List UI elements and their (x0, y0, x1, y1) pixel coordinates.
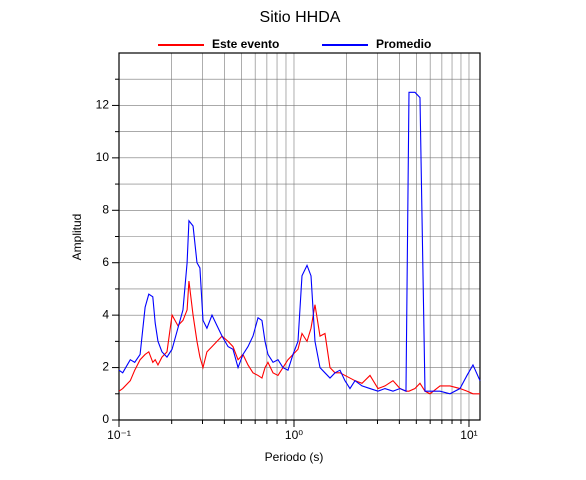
x-tick-label: 10⁰ (285, 428, 303, 442)
y-tick-label: 12 (96, 98, 110, 112)
x-axis-label: Periodo (s) (265, 450, 324, 464)
data-line (118, 91, 481, 395)
legend-label: Promedio (376, 37, 431, 51)
legend-label: Este evento (212, 37, 279, 51)
y-axis-label: Amplitud (70, 214, 84, 261)
x-tick-label: 10⁻¹ (107, 428, 131, 442)
y-tick-label: 6 (102, 255, 109, 269)
plot-frame (118, 52, 481, 421)
data-line (118, 280, 480, 395)
chart-title: Sitio HHDA (260, 9, 341, 26)
y-tick-label: 0 (102, 412, 109, 426)
y-tick-label: 4 (102, 307, 109, 321)
x-tick-label: 10¹ (460, 428, 477, 442)
y-tick-label: 8 (102, 202, 109, 216)
y-tick-label: 2 (102, 360, 109, 374)
y-tick-label: 10 (96, 150, 110, 164)
